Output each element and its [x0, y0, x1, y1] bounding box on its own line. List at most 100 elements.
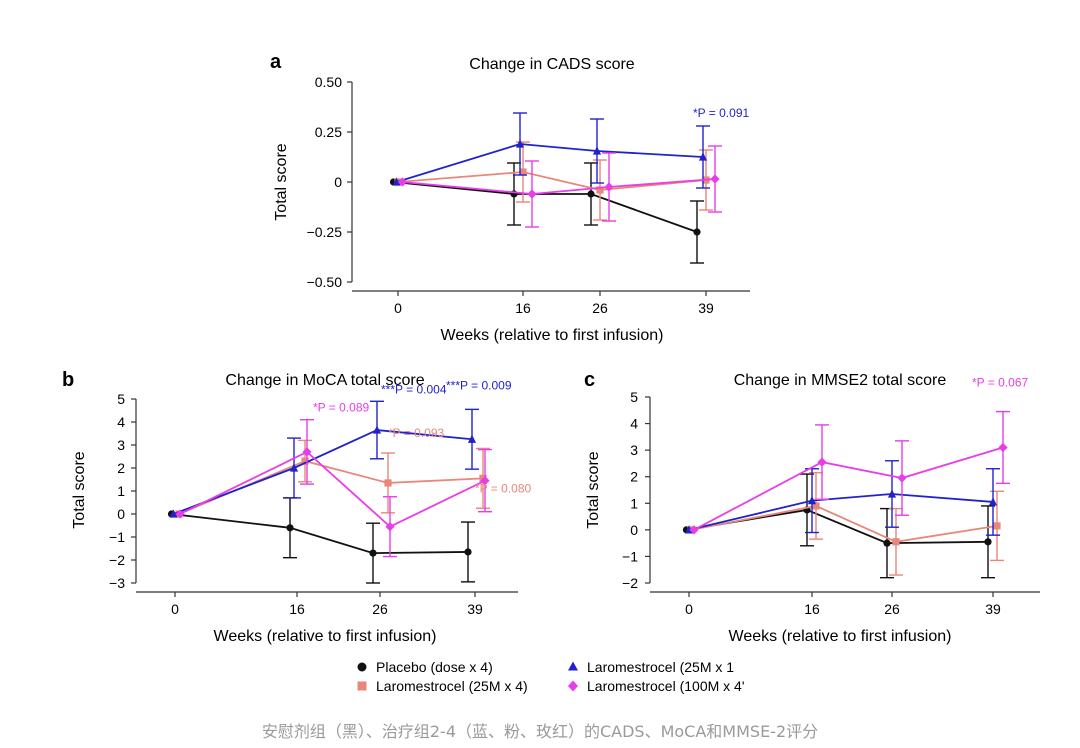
chart-panel-b: Change in MoCA total score Weeks (relativ… — [71, 372, 531, 645]
data-point-l25x4 — [993, 522, 1001, 530]
y-tick-label: 5 — [630, 389, 638, 405]
data-point-l100x4 — [710, 174, 720, 184]
chart-title: Change in CADS score — [469, 56, 635, 73]
p-value-annotation: *P = 0.093 — [388, 426, 444, 440]
data-point-l25x1 — [289, 463, 299, 472]
series-line-l100x4 — [179, 450, 486, 528]
data-point-l100x4 — [385, 522, 395, 532]
figure-caption: 安慰剂组（黑）、治疗组2-4（蓝、粉、玫红）的CADS、MoCA和MMSE-2评… — [261, 722, 819, 741]
x-axis-label: Weeks (relative to first infusion) — [214, 628, 437, 645]
data-point-placebo — [464, 548, 472, 556]
series-line-l100x4 — [402, 178, 716, 195]
x-tick-label: 16 — [515, 300, 531, 316]
y-tick-label: 0 — [117, 506, 125, 522]
x-tick-label: 0 — [685, 601, 693, 617]
legend: Placebo (dose x 4) Laromestrocel (25M x … — [357, 659, 745, 694]
series-line-l25x4 — [690, 505, 998, 543]
x-tick-label: 39 — [467, 601, 483, 617]
x-tick-label: 39 — [985, 601, 1001, 617]
p-value-annotation: ***P = 0.004 — [381, 382, 447, 396]
data-point-l25x1 — [698, 152, 708, 161]
y-tick-label: 0 — [630, 522, 638, 538]
series-line-placebo — [393, 181, 698, 233]
data-point-placebo — [587, 190, 595, 198]
data-point-l25x1 — [467, 434, 477, 443]
x-tick-label: 16 — [804, 601, 820, 617]
x-tick-label: 0 — [171, 601, 179, 617]
data-point-l25x4 — [301, 457, 309, 465]
y-tick-label: 1 — [630, 495, 638, 511]
series-line-l25x4 — [178, 460, 484, 515]
y-tick-label: 4 — [630, 416, 638, 432]
y-tick-label: 0.50 — [315, 74, 342, 90]
legend-marker-l100x4 — [568, 680, 578, 692]
data-point-placebo — [984, 538, 992, 546]
series-line-l25x1 — [173, 429, 473, 515]
data-point-placebo — [369, 549, 377, 557]
y-tick-label: −0.50 — [307, 274, 343, 290]
y-tick-label: 3 — [117, 437, 125, 453]
p-value-annotation: *P = 0.089 — [313, 401, 369, 415]
y-tick-label: 0.25 — [315, 124, 342, 140]
panel-label-a: a — [270, 51, 282, 73]
data-point-l25x4 — [384, 479, 392, 487]
legend-marker-placebo — [357, 662, 367, 672]
y-tick-label: −0.25 — [307, 224, 343, 240]
data-point-l25x4 — [892, 538, 900, 546]
panel-label-c: c — [584, 369, 595, 391]
chart-title: Change in MoCA total score — [225, 372, 424, 389]
x-tick-label: 39 — [698, 300, 714, 316]
data-point-l100x4 — [998, 442, 1008, 453]
data-point-l100x4 — [397, 177, 408, 187]
data-point-l100x4 — [527, 189, 537, 199]
chart-panel-c: Change in MMSE2 total score Weeks (relati… — [585, 372, 1040, 645]
p-value-annotation: *P = 0.091 — [693, 106, 749, 120]
x-axis-label: Weeks (relative to first infusion) — [441, 327, 664, 344]
data-point-l100x4 — [689, 525, 699, 535]
x-tick-label: 26 — [884, 601, 900, 617]
y-tick-label: 2 — [630, 469, 638, 485]
x-tick-label: 0 — [394, 300, 402, 316]
y-axis-label: Total score — [585, 451, 602, 528]
x-axis-label: Weeks (relative to first infusion) — [729, 628, 952, 645]
p-value-annotation: ***P = 0.009 — [446, 378, 512, 392]
y-tick-label: −2 — [622, 575, 638, 591]
chart-panel-a: Change in CADS score Weeks (relative to f… — [273, 56, 750, 344]
series-line-l25x4 — [397, 171, 707, 191]
series-line-l25x1 — [688, 493, 994, 531]
series-line-l25x1 — [396, 143, 704, 183]
y-tick-label: −2 — [109, 552, 125, 568]
data-point-l25x4 — [596, 186, 604, 194]
data-point-l25x1 — [515, 139, 525, 148]
x-tick-label: 26 — [592, 300, 608, 316]
chart-title: Change in MMSE2 total score — [734, 372, 947, 389]
y-tick-label: 1 — [117, 483, 125, 499]
y-axis-label: Total score — [71, 451, 88, 528]
y-tick-label: 0 — [334, 174, 342, 190]
x-tick-label: 16 — [289, 601, 305, 617]
data-point-l100x4 — [897, 473, 907, 483]
data-point-l25x1 — [392, 177, 401, 186]
data-point-l25x1 — [887, 489, 897, 498]
y-tick-label: −1 — [109, 529, 125, 545]
data-point-l100x4 — [480, 476, 490, 486]
p-value-annotation: *P = 0.067 — [972, 376, 1028, 390]
data-point-l25x1 — [592, 146, 602, 155]
y-tick-label: 5 — [117, 391, 125, 407]
data-point-placebo — [286, 524, 294, 532]
y-axis-label: Total score — [273, 143, 290, 220]
legend-marker-l25x1 — [568, 661, 578, 671]
legend-label-placebo: Placebo (dose x 4) — [376, 659, 493, 675]
y-tick-label: 3 — [630, 442, 638, 458]
y-tick-label: −3 — [109, 575, 125, 591]
series-line-l100x4 — [693, 446, 1004, 531]
legend-label-l25x4: Laromestrocel (25M x 4) — [376, 678, 528, 694]
data-point-l100x4 — [175, 509, 185, 519]
data-point-l25x1 — [372, 425, 382, 434]
data-point-l100x4 — [604, 182, 614, 192]
x-tick-label: 26 — [372, 601, 388, 617]
legend-marker-l25x4 — [357, 681, 367, 691]
y-tick-label: 4 — [117, 414, 125, 430]
y-tick-label: 2 — [117, 460, 125, 476]
